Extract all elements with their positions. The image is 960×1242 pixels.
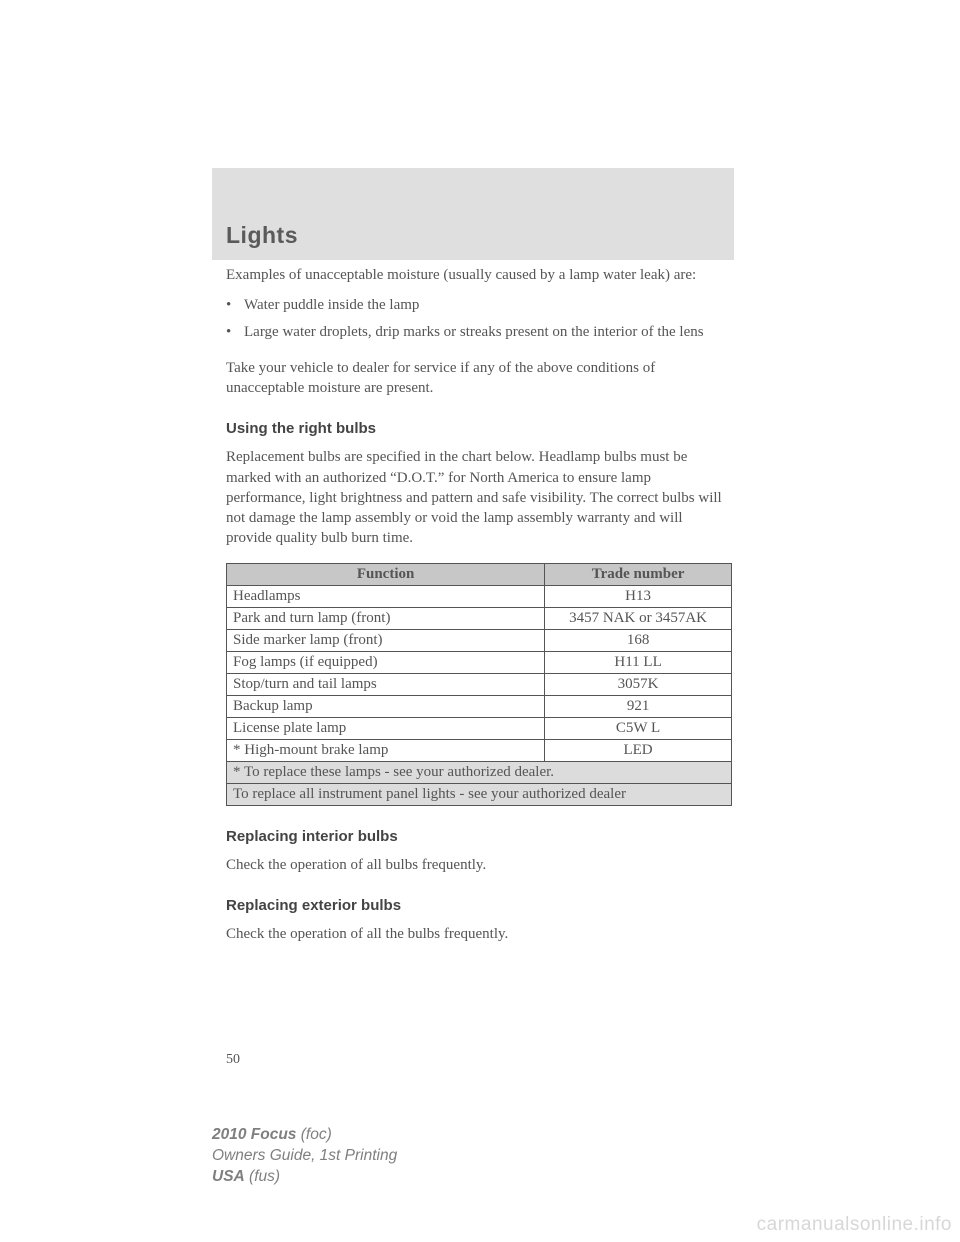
cell-function: Fog lamps (if equipped) [227, 651, 545, 673]
heading-interior: Replacing interior bulbs [226, 828, 732, 845]
table-row: HeadlampsH13 [227, 585, 732, 607]
table-row: Fog lamps (if equipped)H11 LL [227, 651, 732, 673]
table-row: Backup lamp921 [227, 695, 732, 717]
footer-line-3: USA (fus) [212, 1167, 397, 1188]
bulbs-paragraph: Replacement bulbs are specified in the c… [226, 447, 732, 548]
section-title: Lights [226, 222, 732, 249]
intro-paragraph-2: Take your vehicle to dealer for service … [226, 358, 732, 399]
bullet-icon: • [226, 295, 244, 315]
cell-trade: 3057K [545, 673, 732, 695]
cell-function: Side marker lamp (front) [227, 629, 545, 651]
cell-trade: 3457 NAK or 3457AK [545, 607, 732, 629]
cell-trade: 921 [545, 695, 732, 717]
cell-trade: 168 [545, 629, 732, 651]
footer-code: (foc) [296, 1126, 331, 1143]
footer-line-1: 2010 Focus (foc) [212, 1125, 397, 1146]
bullet-item: • Large water droplets, drip marks or st… [226, 322, 732, 342]
bullet-text: Water puddle inside the lamp [244, 295, 419, 315]
table-row: Stop/turn and tail lamps3057K [227, 673, 732, 695]
intro-paragraph-1: Examples of unacceptable moisture (usual… [226, 265, 732, 285]
table-row: Park and turn lamp (front)3457 NAK or 34… [227, 607, 732, 629]
cell-function: Stop/turn and tail lamps [227, 673, 545, 695]
page-number: 50 [226, 1052, 240, 1068]
cell-function: * High-mount brake lamp [227, 739, 545, 761]
exterior-paragraph: Check the operation of all the bulbs fre… [226, 924, 732, 944]
footer-region-code: (fus) [245, 1168, 280, 1185]
cell-function: Park and turn lamp (front) [227, 607, 545, 629]
heading-using-bulbs: Using the right bulbs [226, 420, 732, 437]
interior-paragraph: Check the operation of all bulbs frequen… [226, 855, 732, 875]
cell-function: License plate lamp [227, 717, 545, 739]
content-area: Lights Examples of unacceptable moisture… [226, 222, 732, 944]
footer-region: USA [212, 1168, 245, 1185]
watermark: carmanualsonline.info [757, 1214, 952, 1236]
bulbs-table: Function Trade number HeadlampsH13 Park … [226, 563, 732, 806]
bullet-icon: • [226, 322, 244, 342]
bullet-item: • Water puddle inside the lamp [226, 295, 732, 315]
cell-function: Headlamps [227, 585, 545, 607]
cell-trade: H11 LL [545, 651, 732, 673]
cell-trade: H13 [545, 585, 732, 607]
table-row: License plate lampC5W L [227, 717, 732, 739]
cell-note: To replace all instrument panel lights -… [227, 783, 732, 805]
heading-exterior: Replacing exterior bulbs [226, 897, 732, 914]
table-row: Side marker lamp (front)168 [227, 629, 732, 651]
bullet-text: Large water droplets, drip marks or stre… [244, 322, 704, 342]
page: Lights Examples of unacceptable moisture… [0, 0, 960, 1242]
footer-line-2: Owners Guide, 1st Printing [212, 1146, 397, 1167]
table-note-row: To replace all instrument panel lights -… [227, 783, 732, 805]
footer-model: 2010 Focus [212, 1126, 296, 1143]
cell-function: Backup lamp [227, 695, 545, 717]
cell-trade: C5W L [545, 717, 732, 739]
cell-note: * To replace these lamps - see your auth… [227, 761, 732, 783]
table-row: * High-mount brake lampLED [227, 739, 732, 761]
col-function: Function [227, 563, 545, 585]
table-header-row: Function Trade number [227, 563, 732, 585]
footer: 2010 Focus (foc) Owners Guide, 1st Print… [212, 1125, 397, 1188]
cell-trade: LED [545, 739, 732, 761]
bullet-list: • Water puddle inside the lamp • Large w… [226, 295, 732, 342]
table-note-row: * To replace these lamps - see your auth… [227, 761, 732, 783]
col-trade: Trade number [545, 563, 732, 585]
